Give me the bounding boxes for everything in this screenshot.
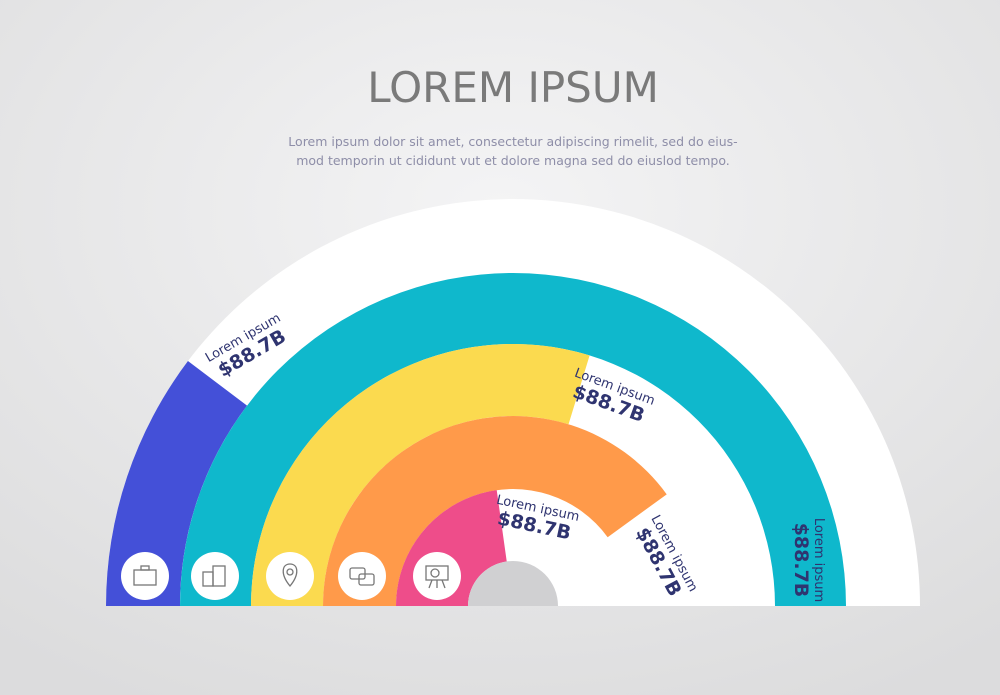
icon [266, 552, 314, 600]
icon-shape [140, 565, 150, 571]
icon-shape [282, 563, 298, 588]
subtitle: Lorem ipsum dolor sit amet, consectetur … [288, 134, 737, 149]
icon-shape [428, 579, 446, 589]
icon [338, 552, 386, 600]
center-hole [468, 561, 558, 606]
icon [121, 552, 169, 600]
ring-segment [106, 361, 248, 606]
icon [191, 552, 239, 600]
rings [106, 199, 920, 606]
subtitle: mod temporin ut cididunt vut et dolore m… [296, 153, 730, 168]
item-label: Lorem ipsum$88.7B [790, 518, 826, 602]
item-name: Lorem ipsum [811, 518, 826, 602]
title: LOREM IPSUM [367, 63, 659, 112]
icon-circle [338, 552, 386, 600]
icon-shape [212, 565, 226, 587]
ring-segment [322, 416, 667, 606]
icon-shape [430, 568, 440, 578]
icon-shape [358, 573, 375, 586]
icon-shape [286, 568, 294, 576]
item-value: $88.7B [790, 523, 812, 598]
icons [121, 552, 461, 600]
ring-segment [251, 344, 590, 606]
icon-circle [121, 552, 169, 600]
icon-circle [191, 552, 239, 600]
ring-segment [180, 273, 846, 606]
icon [413, 552, 461, 600]
icon-circle [266, 552, 314, 600]
